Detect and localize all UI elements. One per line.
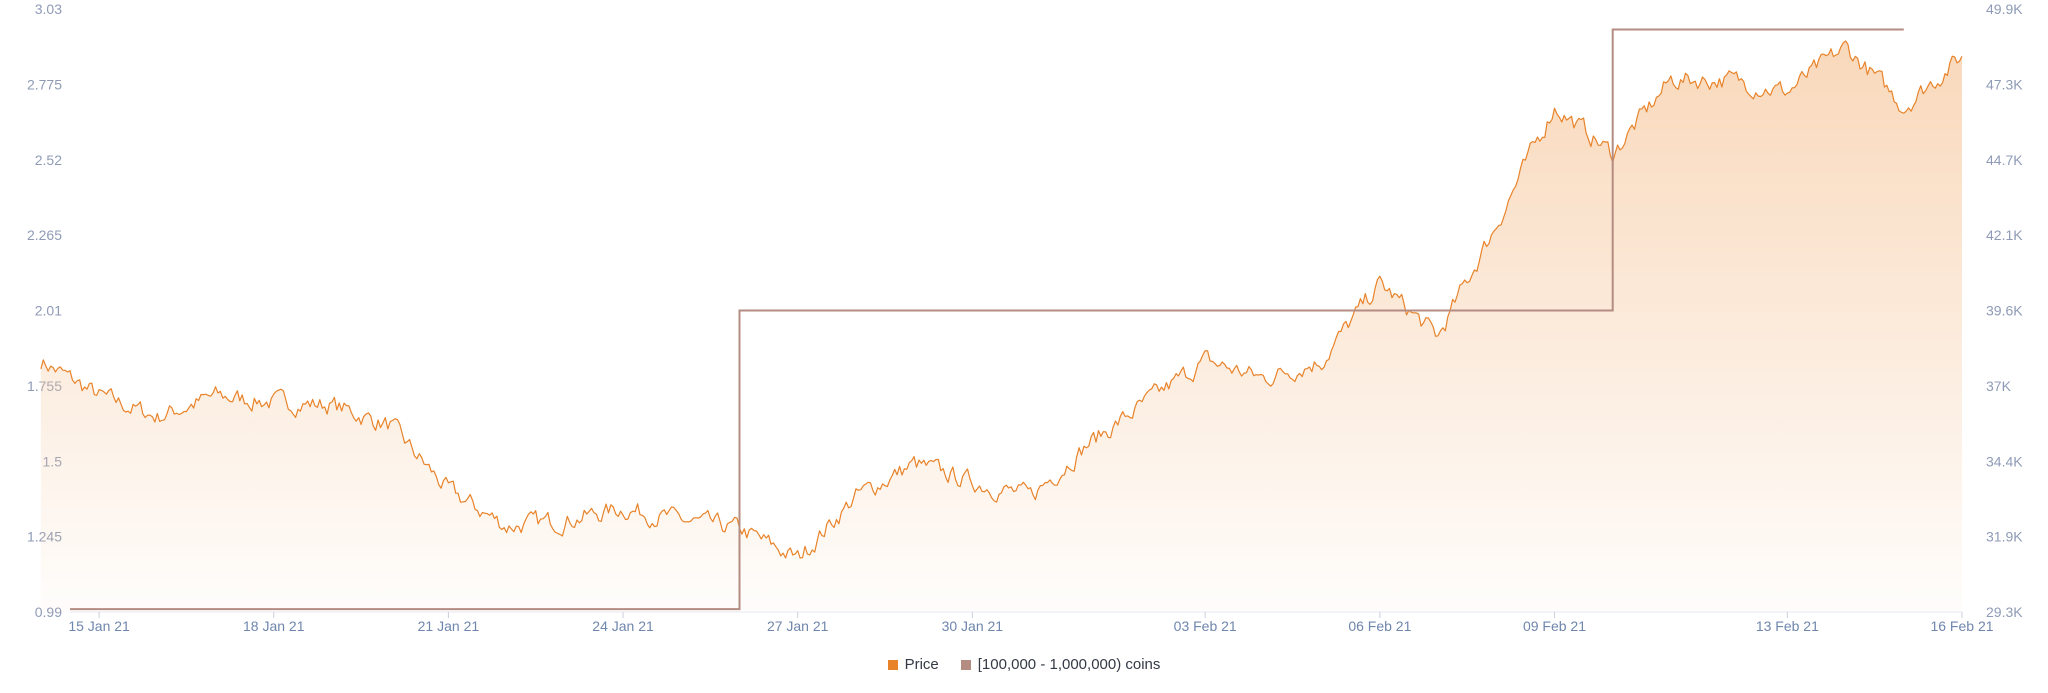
price-swatch-icon: [887, 659, 898, 670]
left-y-tick-label: 2.52: [35, 152, 62, 168]
x-tick-label: 03 Feb 21: [1174, 618, 1237, 634]
legend-holders-label: [100,000 - 1,000,000) coins: [977, 656, 1161, 673]
price-and-holders-chart: 0.991.2451.51.7552.012.2652.522.7753.032…: [27, 1, 2023, 634]
x-tick-label: 30 Jan 21: [942, 618, 1004, 634]
legend-item-price[interactable]: Price: [887, 656, 939, 673]
right-y-tick-label: 31.9K: [1986, 529, 2023, 545]
legend-price-label: Price: [904, 656, 939, 673]
right-y-tick-label: 34.4K: [1986, 453, 2023, 469]
right-y-tick-label: 42.1K: [1986, 227, 2023, 243]
holders-swatch-icon: [960, 659, 971, 670]
x-tick-label: 21 Jan 21: [418, 618, 480, 634]
left-y-tick-label: 2.265: [27, 227, 62, 243]
right-y-tick-label: 37K: [1986, 378, 2012, 394]
right-y-tick-label: 47.3K: [1986, 76, 2023, 92]
left-y-tick-label: 3.03: [35, 1, 62, 17]
price-line: [40, 40, 1963, 559]
right-y-tick-label: 44.7K: [1986, 152, 2023, 168]
x-tick-label: 13 Feb 21: [1756, 618, 1819, 634]
x-tick-label: 27 Jan 21: [767, 618, 829, 634]
x-tick-label: 15 Jan 21: [68, 618, 130, 634]
x-tick-label: 16 Feb 21: [1930, 618, 1993, 634]
x-tick-label: 24 Jan 21: [592, 618, 654, 634]
price-area-fill: [40, 40, 1962, 612]
right-y-tick-label: 49.9K: [1986, 1, 2023, 17]
legend: Price [100,000 - 1,000,000) coins: [0, 656, 2048, 673]
x-tick-label: 09 Feb 21: [1523, 618, 1586, 634]
right-y-tick-label: 39.6K: [1986, 303, 2023, 319]
x-tick-label: 06 Feb 21: [1348, 618, 1411, 634]
x-tick-label: 18 Jan 21: [243, 618, 305, 634]
left-y-tick-label: 2.01: [35, 303, 62, 319]
legend-item-holders[interactable]: [100,000 - 1,000,000) coins: [960, 656, 1161, 673]
left-y-tick-label: 2.775: [27, 76, 62, 92]
holders-step-line: [70, 28, 1904, 611]
right-y-tick-label: 29.3K: [1986, 604, 2023, 620]
